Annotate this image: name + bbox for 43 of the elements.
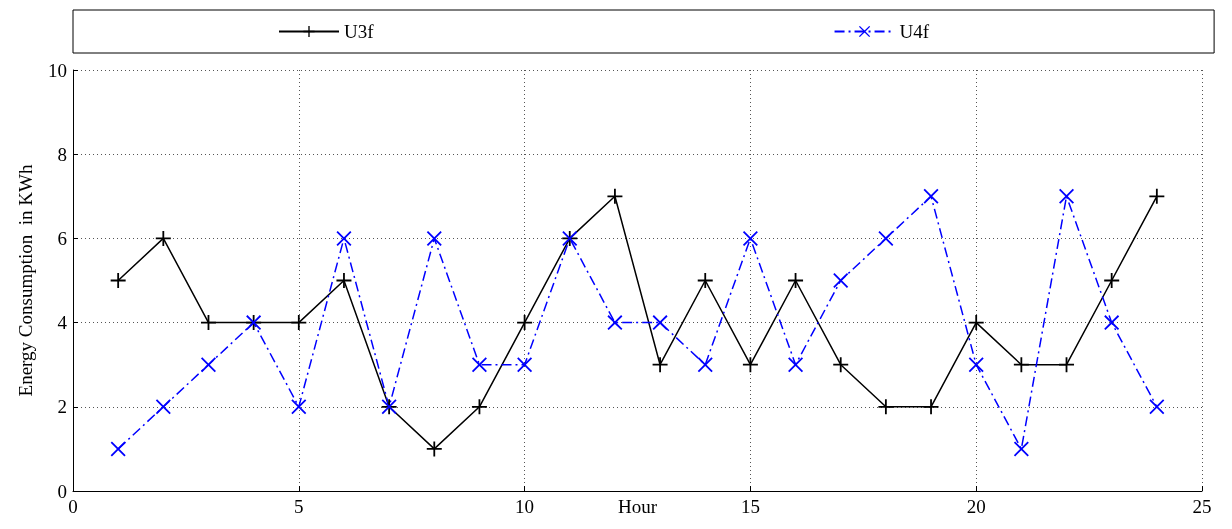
legend-label: U3f — [344, 21, 375, 42]
point — [697, 357, 713, 373]
x-tick-label: 5 — [294, 496, 304, 517]
legend-label: U4f — [899, 21, 930, 42]
point — [155, 399, 171, 415]
point — [1149, 399, 1165, 415]
y-axis-title: Energy Consumption in KWh — [15, 164, 36, 397]
point — [200, 357, 216, 373]
point — [878, 399, 894, 415]
point — [923, 188, 939, 204]
point — [878, 230, 894, 246]
point — [968, 315, 984, 331]
x-tick-label: 20 — [966, 496, 986, 517]
point — [426, 230, 442, 246]
point — [1013, 441, 1029, 457]
point — [652, 357, 668, 373]
point — [833, 357, 849, 373]
x-tick-label: 10 — [515, 496, 535, 517]
point — [1149, 188, 1165, 204]
point — [517, 357, 533, 373]
y-tick-label: 6 — [57, 227, 67, 249]
point — [1104, 315, 1120, 331]
point — [1013, 357, 1029, 373]
y-tick-label: 2 — [57, 396, 67, 418]
point — [291, 315, 307, 331]
x-axis-title: Hour — [617, 496, 658, 517]
point — [968, 357, 984, 373]
point — [291, 399, 307, 415]
point — [110, 441, 126, 457]
point — [471, 357, 487, 373]
y-tick-label: 4 — [57, 312, 68, 334]
y-tick-label: 0 — [57, 480, 67, 502]
y-tick-label: 8 — [57, 143, 67, 165]
point — [788, 357, 804, 373]
point — [426, 441, 442, 457]
point — [1059, 188, 1075, 204]
x-tick-label: 15 — [740, 496, 760, 517]
point — [607, 188, 623, 204]
x-tick-label: 25 — [1192, 496, 1212, 517]
point — [742, 230, 758, 246]
point — [923, 399, 939, 415]
point — [833, 273, 849, 288]
y-tick-label: 10 — [48, 59, 67, 81]
